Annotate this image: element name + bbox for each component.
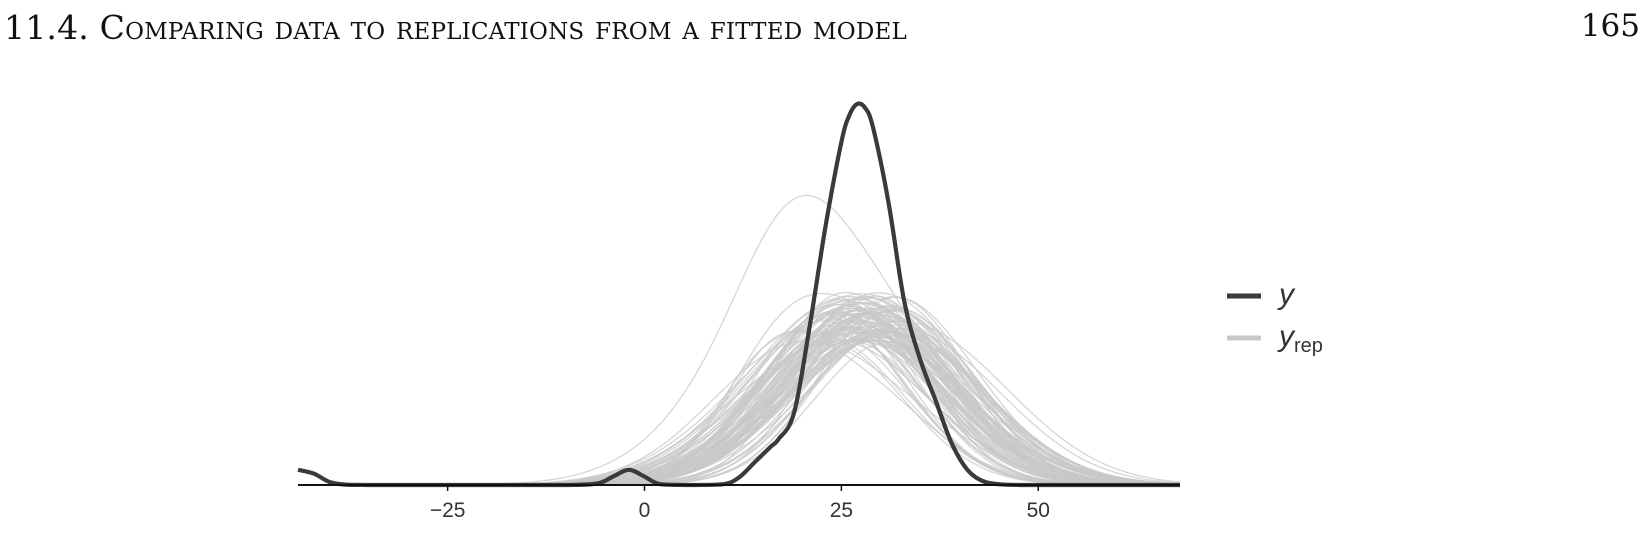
page-header: 11.4. Comparing data to replications fro…: [4, 8, 1640, 48]
section-title: 11.4. Comparing data to replications fro…: [4, 8, 907, 47]
legend-label-y_rep: yrep: [1277, 320, 1323, 357]
yrep-series: [298, 194, 1181, 486]
x-tick-label: 25: [830, 499, 853, 522]
x-tick-label: 0: [639, 499, 651, 522]
page-number: 165: [1580, 8, 1640, 44]
x-tick-label: 50: [1027, 499, 1050, 522]
legend-label-y: y: [1277, 278, 1296, 311]
yrep-line: [298, 305, 1181, 486]
x-tick-label: −25: [430, 499, 466, 522]
